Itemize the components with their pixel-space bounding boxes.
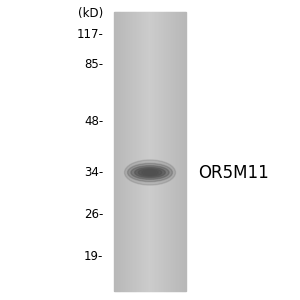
- Bar: [134, 12, 135, 291]
- Bar: [128, 12, 129, 291]
- Bar: [156, 12, 157, 291]
- Bar: [139, 12, 140, 291]
- Bar: [147, 12, 148, 291]
- Ellipse shape: [124, 160, 176, 185]
- Bar: [158, 12, 159, 291]
- Bar: [136, 12, 137, 291]
- Bar: [141, 12, 142, 291]
- Text: (kD): (kD): [78, 7, 103, 20]
- Ellipse shape: [131, 166, 169, 179]
- Bar: [131, 12, 132, 291]
- Bar: [125, 12, 126, 291]
- Bar: [121, 12, 122, 291]
- Bar: [163, 12, 164, 291]
- Bar: [140, 12, 141, 291]
- Bar: [154, 12, 155, 291]
- Bar: [126, 12, 127, 291]
- Bar: [181, 12, 182, 291]
- Bar: [116, 12, 117, 291]
- Bar: [173, 12, 174, 291]
- Bar: [127, 12, 128, 291]
- Bar: [152, 12, 153, 291]
- Bar: [123, 12, 124, 291]
- Text: 34-: 34-: [84, 166, 104, 179]
- Bar: [182, 12, 183, 291]
- Bar: [137, 12, 138, 291]
- Bar: [145, 12, 146, 291]
- Bar: [165, 12, 166, 291]
- Bar: [142, 12, 143, 291]
- Bar: [143, 12, 144, 291]
- Bar: [184, 12, 185, 291]
- Bar: [153, 12, 154, 291]
- Text: 85-: 85-: [84, 58, 104, 71]
- Ellipse shape: [145, 170, 155, 175]
- Bar: [151, 12, 152, 291]
- Bar: [118, 12, 119, 291]
- Bar: [155, 12, 156, 291]
- Text: 48-: 48-: [84, 115, 104, 128]
- Bar: [122, 12, 123, 291]
- Bar: [114, 12, 115, 291]
- Bar: [144, 12, 145, 291]
- Bar: [169, 12, 170, 291]
- Bar: [178, 12, 179, 291]
- Bar: [132, 12, 133, 291]
- Bar: [179, 12, 180, 291]
- Bar: [185, 12, 186, 291]
- Bar: [174, 12, 175, 291]
- Text: 19-: 19-: [84, 250, 104, 263]
- Bar: [120, 12, 121, 291]
- Ellipse shape: [135, 167, 165, 178]
- Bar: [169, 12, 170, 291]
- Bar: [124, 12, 125, 291]
- Bar: [160, 12, 161, 291]
- Bar: [115, 12, 116, 291]
- Bar: [175, 12, 176, 291]
- Bar: [130, 12, 131, 291]
- Text: 26-: 26-: [84, 208, 104, 221]
- Bar: [170, 12, 171, 291]
- Bar: [146, 12, 147, 291]
- Text: OR5M11: OR5M11: [198, 164, 269, 181]
- Bar: [171, 12, 172, 291]
- Bar: [133, 12, 134, 291]
- Ellipse shape: [128, 164, 172, 181]
- Bar: [157, 12, 158, 291]
- Bar: [177, 12, 178, 291]
- Bar: [129, 12, 130, 291]
- Ellipse shape: [142, 170, 158, 175]
- Bar: [135, 12, 136, 291]
- Bar: [117, 12, 118, 291]
- Bar: [138, 12, 139, 291]
- Bar: [168, 12, 169, 291]
- Bar: [172, 12, 173, 291]
- Bar: [150, 12, 151, 291]
- Bar: [119, 12, 120, 291]
- Bar: [183, 12, 184, 291]
- Text: 117-: 117-: [76, 28, 103, 41]
- Bar: [180, 12, 181, 291]
- Bar: [176, 12, 177, 291]
- Bar: [159, 12, 160, 291]
- Bar: [161, 12, 162, 291]
- Bar: [164, 12, 165, 291]
- Bar: [149, 12, 150, 291]
- Bar: [167, 12, 168, 291]
- Ellipse shape: [138, 169, 162, 176]
- Bar: [148, 12, 149, 291]
- Bar: [162, 12, 163, 291]
